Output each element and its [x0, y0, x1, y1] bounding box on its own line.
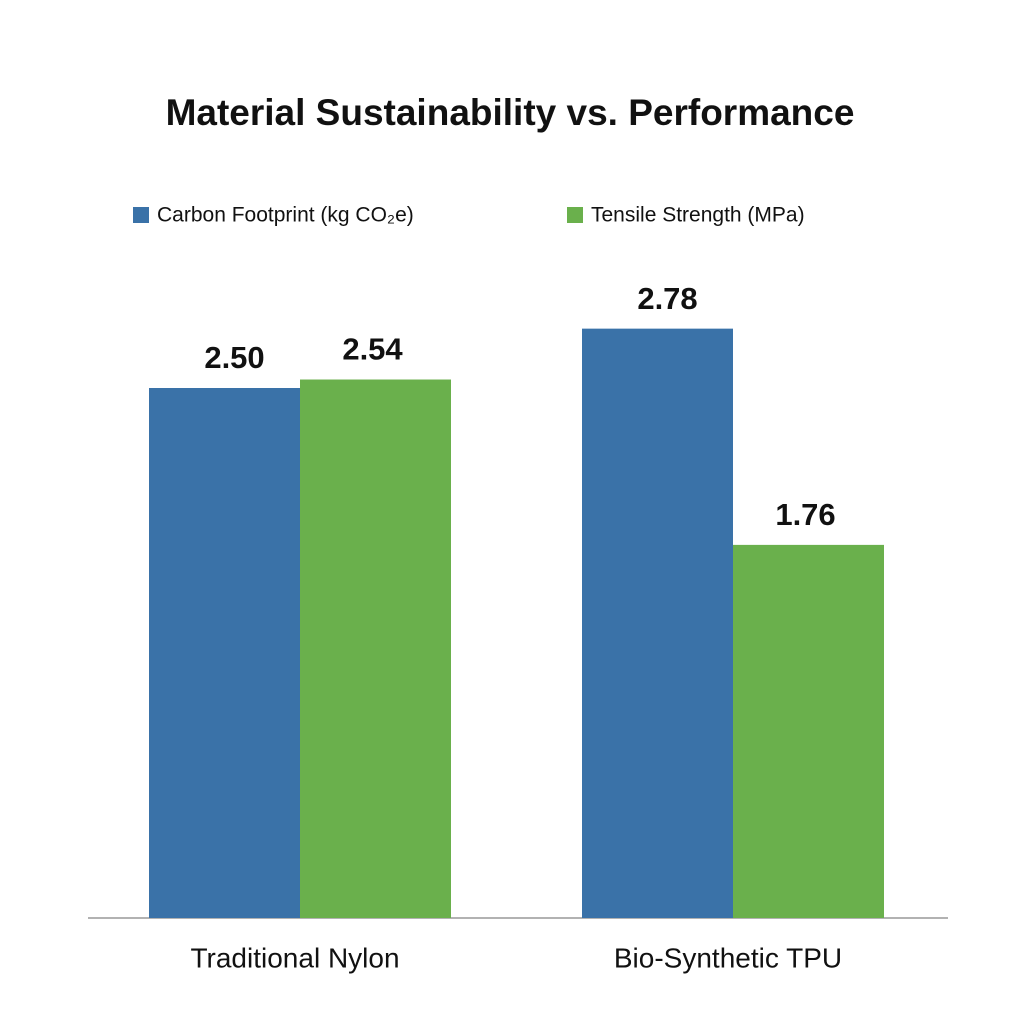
bar [582, 328, 733, 918]
bar [300, 379, 451, 918]
legend-label: Tensile Strength (MPa) [591, 204, 805, 227]
value-label: 1.76 [775, 497, 835, 532]
x-tick-label: Traditional Nylon [190, 942, 399, 973]
x-tick-label: Bio-Synthetic TPU [614, 942, 842, 973]
value-label: 2.54 [342, 332, 403, 367]
chart-title: Material Sustainability vs. Performance [166, 92, 855, 133]
bar [149, 388, 300, 918]
value-label: 2.50 [204, 340, 264, 375]
legend-swatch [567, 207, 583, 223]
legend-swatch [133, 207, 149, 223]
value-label: 2.78 [637, 281, 697, 316]
bar [733, 544, 884, 918]
legend-label: Carbon Footprint (kg CO₂e) [157, 204, 414, 227]
